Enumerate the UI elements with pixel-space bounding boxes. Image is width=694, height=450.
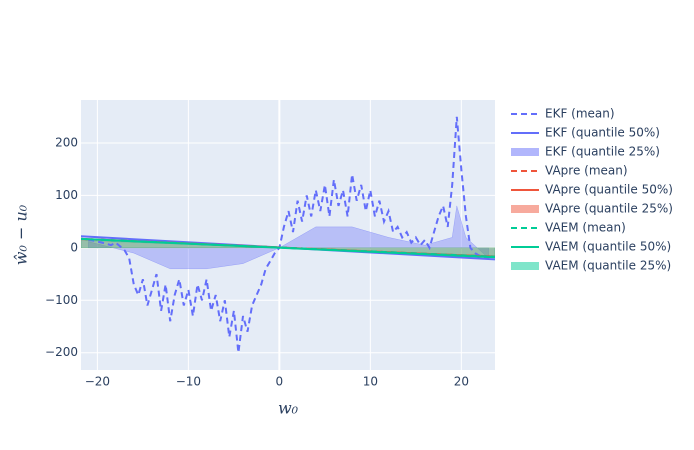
legend-label[interactable]: EKF (quantile 50%) [545, 126, 660, 140]
series-line [88, 116, 489, 353]
plot-area [81, 100, 495, 370]
legend-label[interactable]: VApre (quantile 50%) [545, 183, 673, 197]
x-tick-label: 0 [276, 375, 284, 389]
x-tick-label: −20 [85, 375, 110, 389]
legend-item[interactable]: VAEM (mean) [511, 221, 626, 235]
y-tick-label: 200 [55, 135, 78, 149]
legend-label[interactable]: EKF (mean) [545, 107, 615, 121]
y-tick-label: 100 [55, 188, 78, 202]
legend-label[interactable]: VAEM (quantile 25%) [545, 259, 671, 273]
series-area [88, 205, 489, 270]
y-tick-label: −200 [45, 345, 78, 359]
legend-item[interactable]: VAEM (quantile 25%) [511, 259, 671, 273]
y-tick-label: 0 [70, 240, 78, 254]
legend-item[interactable]: EKF (mean) [511, 107, 615, 121]
legend-item[interactable]: VApre (quantile 50%) [511, 183, 673, 197]
legend-label[interactable]: VAEM (quantile 50%) [545, 240, 671, 254]
legend-item[interactable]: VApre (mean) [511, 164, 628, 178]
legend-item[interactable]: EKF (quantile 25%) [511, 145, 660, 159]
legend-label[interactable]: EKF (quantile 25%) [545, 145, 660, 159]
legend-label[interactable]: VApre (quantile 25%) [545, 202, 673, 216]
y-tick-label: −100 [45, 293, 78, 307]
legend-item[interactable]: VAEM (quantile 50%) [511, 240, 671, 254]
legend-item[interactable]: EKF (quantile 50%) [511, 126, 660, 140]
x-axis-label: w₀ [278, 399, 299, 418]
legend-label[interactable]: VApre (mean) [545, 164, 628, 178]
series-line [81, 237, 495, 259]
y-axis-label: ŵ₀ − u₀ [12, 204, 31, 265]
legend-item[interactable]: VApre (quantile 25%) [511, 202, 673, 216]
legend-label[interactable]: VAEM (mean) [545, 221, 626, 235]
x-tick-label: 20 [454, 375, 469, 389]
x-tick-label: 10 [363, 375, 378, 389]
x-tick-label: −10 [176, 375, 201, 389]
